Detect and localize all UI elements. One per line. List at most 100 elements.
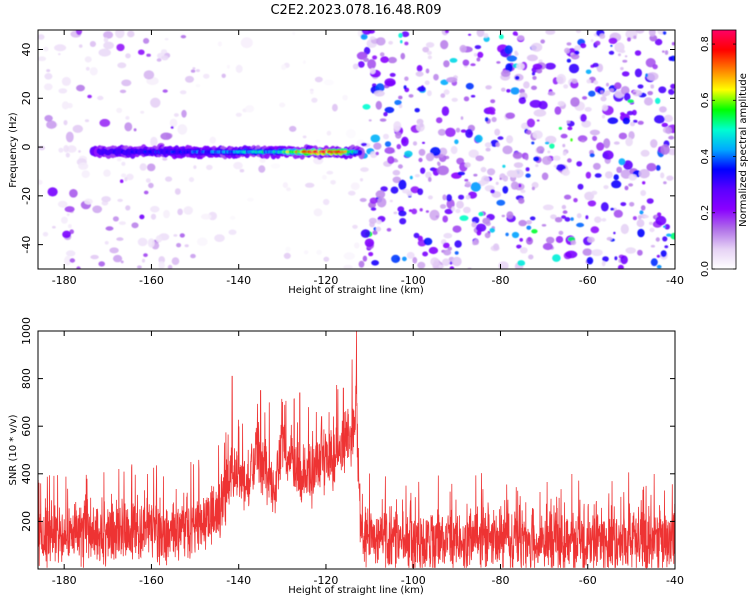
- colorbar-tick-label: 0.8: [700, 36, 711, 52]
- noise-blob: [361, 30, 372, 35]
- y-tick-label: 600: [20, 416, 33, 437]
- heatmap-noise: [38, 30, 675, 269]
- noise-blob: [545, 141, 550, 145]
- noise-blob: [359, 178, 364, 182]
- noise-blob: [496, 61, 501, 64]
- noise-blob: [356, 51, 368, 60]
- noise-blob: [316, 249, 322, 255]
- noise-blob: [540, 39, 545, 44]
- noise-blob: [125, 53, 131, 59]
- noise-blob: [465, 195, 471, 200]
- noise-blob: [664, 50, 669, 55]
- noise-blob: [98, 48, 111, 57]
- noise-blob: [323, 256, 330, 262]
- noise-blob: [64, 255, 72, 266]
- noise-blob: [558, 230, 564, 235]
- noise-blob: [666, 233, 672, 237]
- noise-blob: [46, 69, 51, 73]
- x-tick-label: -80: [491, 274, 509, 287]
- noise-blob: [54, 44, 67, 52]
- noise-blob: [562, 143, 566, 148]
- noise-blob: [65, 131, 74, 143]
- noise-blob: [119, 179, 124, 183]
- noise-blob: [440, 79, 449, 86]
- noise-blob: [638, 169, 650, 179]
- noise-blob: [387, 156, 395, 165]
- noise-blob: [177, 124, 188, 135]
- noise-blob: [634, 68, 643, 78]
- noise-blob: [622, 117, 630, 125]
- noise-blob: [670, 232, 675, 240]
- noise-blob: [532, 130, 543, 139]
- colorbar: 0.0 0.2 0.4 0.6 0.8 Normalized spectral ampl…: [700, 29, 749, 277]
- noise-blob: [480, 166, 487, 173]
- noise-blob: [650, 84, 655, 89]
- noise-blob: [455, 127, 461, 133]
- noise-blob: [323, 79, 334, 86]
- noise-blob: [530, 42, 543, 52]
- noise-blob: [402, 256, 407, 262]
- noise-blob: [470, 63, 476, 67]
- noise-blob: [389, 72, 396, 77]
- noise-blob: [526, 54, 539, 62]
- noise-blob: [398, 95, 403, 100]
- noise-blob: [433, 73, 439, 81]
- noise-blob: [557, 100, 565, 107]
- noise-blob: [547, 150, 551, 154]
- y-tick-label: 400: [20, 463, 33, 484]
- noise-blob: [350, 182, 360, 190]
- noise-blob: [614, 42, 625, 53]
- noise-blob: [462, 59, 470, 66]
- noise-blob: [113, 254, 123, 263]
- noise-blob: [392, 176, 402, 184]
- noise-blob: [449, 58, 458, 63]
- noise-blob: [141, 258, 146, 263]
- noise-blob: [380, 186, 388, 192]
- noise-blob: [514, 75, 520, 80]
- noise-blob: [536, 119, 540, 122]
- noise-blob: [626, 110, 634, 116]
- noise-blob: [542, 242, 554, 251]
- noise-blob: [451, 97, 458, 102]
- noise-blob: [666, 175, 674, 181]
- noise-blob: [623, 92, 631, 101]
- noise-blob: [437, 128, 446, 136]
- noise-blob: [608, 37, 618, 44]
- noise-blob: [484, 232, 491, 239]
- band-peak: [357, 150, 363, 154]
- noise-blob: [532, 63, 543, 70]
- noise-blob: [143, 190, 149, 195]
- noise-blob: [217, 41, 222, 47]
- noise-blob: [118, 221, 126, 226]
- noise-blob: [478, 211, 484, 217]
- noise-blob: [392, 169, 401, 176]
- noise-blob: [639, 210, 644, 215]
- noise-blob: [591, 190, 598, 195]
- noise-blob: [606, 236, 613, 241]
- noise-blob: [648, 30, 656, 37]
- noise-blob: [117, 198, 123, 202]
- noise-blob: [504, 45, 513, 55]
- noise-blob: [447, 246, 452, 251]
- heatmap-frame: [37, 29, 676, 270]
- noise-blob: [370, 207, 377, 211]
- noise-blob: [150, 213, 157, 220]
- noise-blob: [621, 71, 630, 77]
- noise-blob: [362, 104, 371, 110]
- noise-blob: [170, 126, 174, 129]
- noise-blob: [541, 224, 547, 227]
- noise-blob: [596, 142, 605, 151]
- noise-blob: [125, 205, 131, 211]
- noise-blob: [532, 75, 537, 80]
- noise-blob: [668, 135, 675, 140]
- noise-blob: [314, 76, 323, 83]
- heatmap-x-axis: -180 -160 -140 -120 -100 -80 -60 -40: [52, 30, 684, 287]
- noise-blob: [303, 60, 306, 64]
- noise-blob: [473, 173, 478, 177]
- noise-blob: [116, 237, 124, 241]
- noise-blob: [593, 162, 601, 170]
- noise-blob: [531, 85, 537, 91]
- noise-blob: [364, 238, 375, 248]
- noise-blob: [517, 260, 526, 267]
- noise-blob: [229, 215, 236, 220]
